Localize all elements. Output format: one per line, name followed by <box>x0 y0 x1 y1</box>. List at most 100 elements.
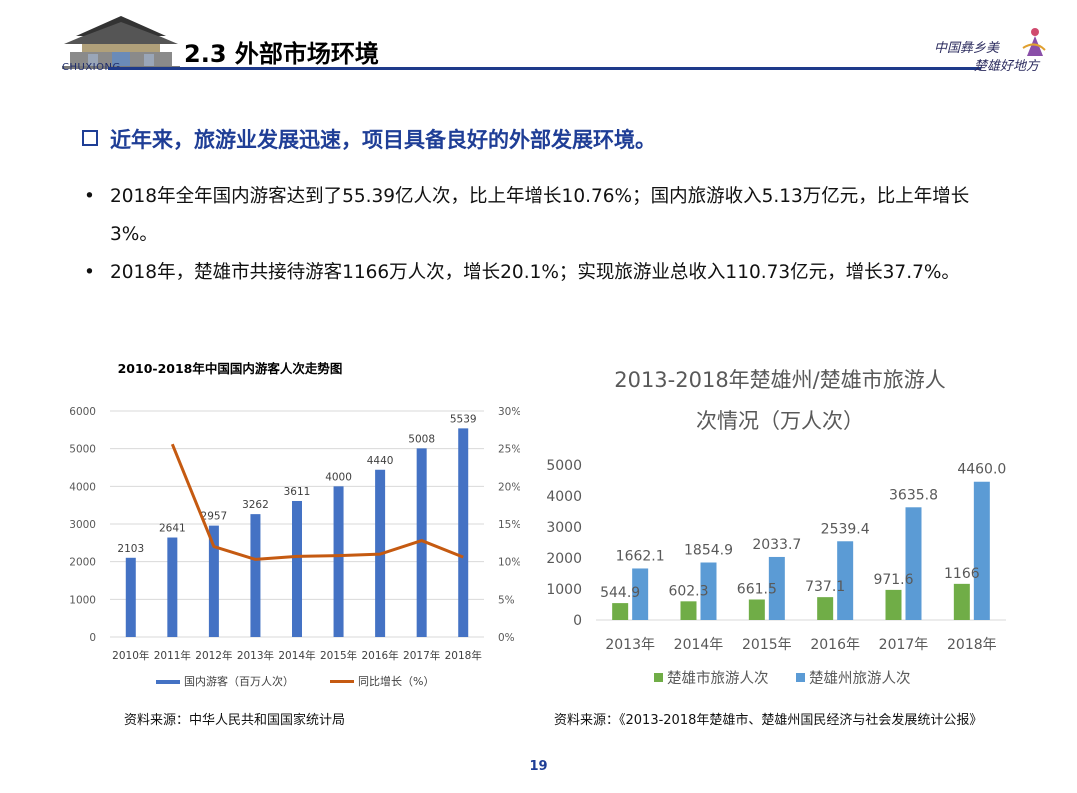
x-tick-label: 2012年 <box>195 649 232 662</box>
chart-title-line-2: 次情况（万人次） <box>696 409 864 433</box>
bar <box>250 514 261 637</box>
x-tick-label: 2013年 <box>237 649 274 662</box>
bullet-text: 2018年，楚雄市共接待游客1166万人次，增长20.1%；实现旅游业总收入11… <box>110 262 960 283</box>
bar <box>416 448 427 637</box>
section-headline: 近年来，旅游业发展迅速，项目具备良好的外部发展环境。 <box>82 124 656 154</box>
y2-tick-label: 0% <box>498 632 515 644</box>
legend-label: 同比增长（%） <box>358 674 434 688</box>
bar-data-label: 737.1 <box>805 579 845 595</box>
bar-data-label: 661.5 <box>737 581 777 597</box>
bar-data-label: 3611 <box>284 486 311 498</box>
bar-data-label: 2033.7 <box>752 537 801 553</box>
page-number: 19 <box>529 759 548 774</box>
chart-title-line-1: 2013-2018年楚雄州/楚雄市旅游人 <box>614 368 946 392</box>
y2-tick-label: 25% <box>498 444 520 456</box>
bar-data-label: 2103 <box>117 543 144 555</box>
x-tick-label: 2017年 <box>403 649 440 662</box>
bar-data-label: 2641 <box>159 523 186 535</box>
y-tick-label: 1000 <box>546 582 582 598</box>
bar-prefecture <box>837 541 854 620</box>
x-tick-label: 2016年 <box>810 637 860 653</box>
bar <box>167 537 178 637</box>
brand-slogan: 中国彝乡美 楚雄好地方 <box>934 40 1039 76</box>
y-tick-label: 3000 <box>69 519 96 531</box>
x-tick-label: 2010年 <box>112 649 149 662</box>
legend-swatch-bar <box>156 680 180 684</box>
bullet-item: • 2018年全年国内游客达到了55.39亿人次，比上年增长10.76%；国内旅… <box>84 178 984 254</box>
bar-data-label: 4440 <box>367 455 394 467</box>
domestic-tourists-chart: 2010-2018年中国国内游客人次走势图 0 1000 2000 3000 4000 50… <box>69 361 520 688</box>
y-tick-label: 4000 <box>69 481 96 493</box>
bullet-item: • 2018年，楚雄市共接待游客1166万人次，增长20.1%；实现旅游业总收入… <box>84 254 984 292</box>
bar-prefecture <box>905 507 922 620</box>
x-tick-label: 2014年 <box>674 637 724 653</box>
bullet-list: • 2018年全年国内游客达到了55.39亿人次，比上年增长10.76%；国内旅… <box>84 178 984 292</box>
chart-title: 2010-2018年中国国内游客人次走势图 <box>118 361 343 376</box>
bar <box>125 557 136 637</box>
bar-data-label: 1854.9 <box>684 542 733 558</box>
x-tick-label: 2015年 <box>742 637 792 653</box>
bar-data-label: 544.9 <box>600 585 640 601</box>
bullet-text: 2018年全年国内游客达到了55.39亿人次，比上年增长10.76%；国内旅游收… <box>110 186 970 245</box>
bar-data-label: 5539 <box>450 413 477 425</box>
legend-swatch-city <box>654 673 663 682</box>
headline-text: 近年来，旅游业发展迅速，项目具备良好的外部发展环境。 <box>110 128 656 152</box>
source-right: 资料来源：《2013-2018年楚雄市、楚雄州国民经济与社会发展统计公报》 <box>554 713 983 728</box>
y-tick-label: 3000 <box>546 520 582 536</box>
x-tick-label: 2015年 <box>320 649 357 662</box>
bar-prefecture <box>973 481 990 620</box>
bar <box>333 486 344 637</box>
bar <box>458 428 469 637</box>
header-divider <box>108 67 981 70</box>
y-tick-label: 1000 <box>69 594 96 606</box>
y-tick-label: 0 <box>89 632 96 644</box>
y-tick-label: 0 <box>573 613 582 629</box>
bar-city <box>817 597 834 620</box>
bar-data-label: 2539.4 <box>821 521 870 537</box>
bar-data-label: 5008 <box>408 433 435 445</box>
dancer-logo-icon <box>1022 28 1046 56</box>
y-tick-label: 4000 <box>546 489 582 505</box>
x-tick-label: 2013年 <box>605 637 655 653</box>
square-bullet-icon <box>82 130 98 146</box>
y2-tick-label: 20% <box>498 481 520 493</box>
legend-swatch-prefecture <box>796 673 805 682</box>
logo-text: CHUXIONG <box>62 62 121 73</box>
source-left: 资料来源：中华人民共和国国家统计局 <box>124 713 346 728</box>
bar-data-label: 4460.0 <box>957 462 1006 478</box>
y-tick-label: 2000 <box>69 557 96 569</box>
bar-data-label: 3635.8 <box>889 487 938 503</box>
bar-data-label: 1166 <box>944 566 980 582</box>
bar-prefecture <box>632 568 649 620</box>
x-tick-label: 2018年 <box>947 637 997 653</box>
brand-line-2: 楚雄好地方 <box>973 59 1039 74</box>
bar <box>208 525 219 637</box>
bar-data-label: 602.3 <box>668 583 708 599</box>
x-tick-label: 2018年 <box>445 649 482 662</box>
y-tick-label: 6000 <box>69 406 96 418</box>
page-title: 2.3 外部市场环境 <box>184 40 379 68</box>
growth-line <box>170 443 464 561</box>
bar-prefecture <box>700 562 717 620</box>
brand-line-1: 中国彝乡美 <box>933 41 999 56</box>
legend-label: 楚雄州旅游人次 <box>809 670 911 687</box>
bar-data-label: 4000 <box>325 471 352 483</box>
bar-data-label: 971.6 <box>873 572 913 588</box>
y2-tick-label: 30% <box>498 406 520 418</box>
bar-city <box>885 589 902 620</box>
bar-data-label: 3262 <box>242 499 269 511</box>
x-tick-label: 2016年 <box>361 649 398 662</box>
bar-prefecture <box>768 556 785 620</box>
bar-city <box>612 603 629 620</box>
legend-label: 国内游客（百万人次） <box>184 674 294 688</box>
bar-city <box>953 583 970 620</box>
bar-data-label: 2957 <box>201 511 228 523</box>
y2-tick-label: 5% <box>498 594 515 606</box>
bar-city <box>680 601 697 620</box>
y-tick-label: 2000 <box>546 551 582 567</box>
legend-swatch-line <box>330 680 354 683</box>
y-tick-label: 5000 <box>69 444 96 456</box>
bullet-dot: • <box>84 186 95 207</box>
legend-label: 楚雄市旅游人次 <box>667 670 769 687</box>
